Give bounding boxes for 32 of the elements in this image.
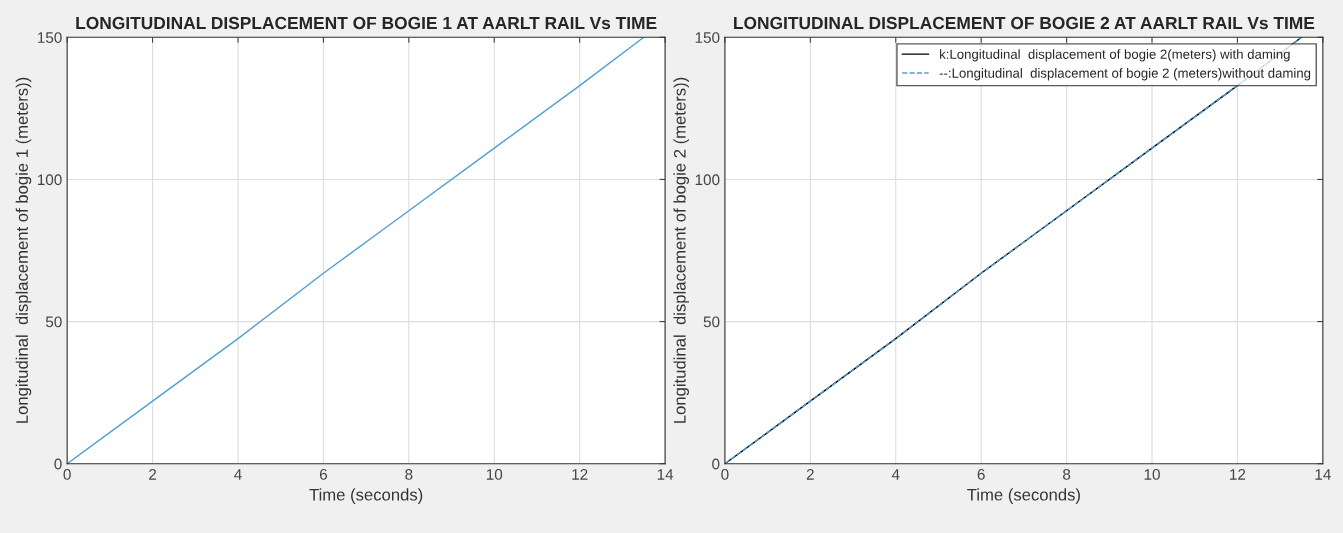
x-tick-label: 12	[572, 468, 588, 480]
y-tick-label: 100	[695, 174, 720, 186]
y-axis-title: Longitudinal displacement of bogie 2 (meters))	[673, 77, 689, 423]
y-tick-label: 150	[37, 32, 62, 43]
y-tick-label: 0	[712, 458, 720, 470]
x-tick-label: 2	[806, 468, 814, 480]
x-tick-label: 12	[1230, 468, 1246, 480]
y-tick-label: 50	[703, 316, 720, 328]
x-tick-label: 6	[977, 468, 985, 480]
chart-title: LONGITUDINAL DISPLACEMENT OF BOGIE 1 AT AARLT RAIL Vs TIME	[76, 16, 657, 30]
x-tick-label: 10	[1144, 468, 1160, 480]
x-tick-label: 14	[657, 469, 674, 480]
y-tick-label: 50	[45, 316, 62, 328]
x-tick-label: 0	[63, 468, 71, 480]
x-tick-label: 2	[149, 468, 157, 480]
x-tick-label: 8	[1063, 468, 1071, 480]
legend-label: --:Longitudinal displacement of bogie 2 (meters)without daming	[939, 68, 1311, 81]
legend-label: k:Longitudinal displacement of bogie 2(meters) with daming	[940, 49, 1290, 62]
y-axis-title: Longitudinal displacement of bogie 1 (meters))	[15, 77, 32, 423]
x-tick-label: 4	[234, 469, 242, 480]
y-tick-label: 100	[37, 174, 62, 186]
x-tick-label: 6	[319, 468, 327, 480]
x-axis-title: Time (seconds)	[309, 488, 423, 504]
x-tick-label: 4	[891, 469, 900, 480]
y-tick-label: 150	[695, 32, 720, 43]
x-axis-title: Time (seconds)	[967, 488, 1080, 504]
x-tick-label: 14	[1315, 469, 1331, 480]
x-tick-label: 8	[405, 468, 413, 480]
y-tick-label: 0	[54, 458, 62, 470]
x-tick-label: 0	[721, 468, 729, 480]
x-tick-label: 10	[486, 468, 503, 480]
chart-title: LONGITUDINAL DISPLACEMENT OF BOGIE 2 AT AARLT RAIL Vs TIME	[734, 16, 1315, 30]
